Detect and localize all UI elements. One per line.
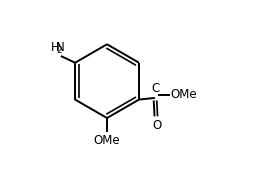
Text: OMe: OMe [171, 88, 197, 101]
Text: H: H [51, 41, 60, 54]
Text: N: N [56, 41, 64, 54]
Text: OMe: OMe [94, 134, 120, 147]
Text: O: O [152, 119, 161, 132]
Text: 2: 2 [57, 46, 62, 55]
Text: C: C [152, 82, 160, 95]
